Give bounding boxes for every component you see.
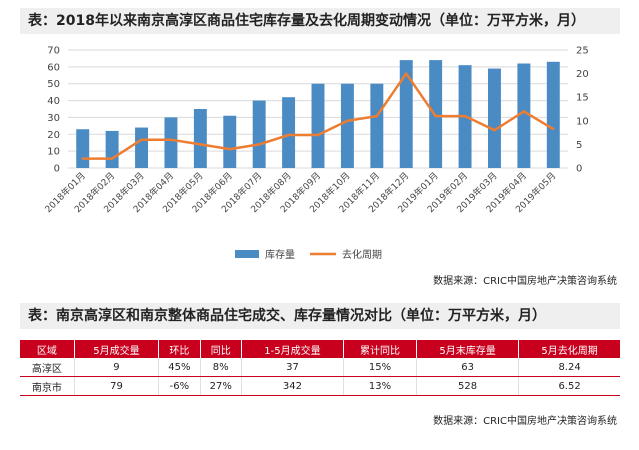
y-left-tick-label: 30 <box>47 113 60 124</box>
bar <box>193 109 207 168</box>
table-header-row: 区域 5月成交量 环比 同比 1-5月成交量 累计同比 5月末库存量 5月去化周… <box>20 340 620 358</box>
line-point <box>346 119 349 123</box>
header-cell: 环比 <box>158 340 201 358</box>
line-point <box>199 143 202 146</box>
y-left-tick-label: 70 <box>47 46 60 57</box>
table-cell: 342 <box>241 376 345 396</box>
chart: 01020304050607005101520252018年01月2018年02… <box>42 46 589 262</box>
table-cell: 8% <box>200 358 242 377</box>
legend-swatch-bar <box>235 250 259 258</box>
table-cell: 528 <box>416 376 520 396</box>
y-left-tick-label: 0 <box>54 164 60 175</box>
table-cell: 9 <box>74 358 160 377</box>
table-cell: -6% <box>158 376 201 396</box>
chart-source: 数据来源：CRIC中国房地产决策咨询系统 <box>433 276 617 287</box>
line-point <box>405 72 408 75</box>
line-point <box>316 133 320 137</box>
line-point <box>257 143 261 146</box>
header-cell: 5月末库存量 <box>416 340 520 358</box>
table-cell: 13% <box>343 376 417 396</box>
table-title: 表：南京高淳区和南京整体商品住宅成交、库存量情况对比（单位：万平方米，月） <box>20 303 620 329</box>
y-right-tick-label: 5 <box>576 140 582 151</box>
bar <box>76 129 90 168</box>
y-right-tick-label: 20 <box>576 69 589 80</box>
line-point <box>552 127 555 131</box>
bar <box>546 61 560 168</box>
line-point <box>287 133 290 137</box>
bar <box>311 83 325 168</box>
table-cell: 45% <box>158 358 201 377</box>
y-left-tick-label: 50 <box>47 79 60 90</box>
y-right-tick-label: 25 <box>576 46 589 57</box>
y-left-tick-label: 60 <box>47 62 60 73</box>
header-cell: 1-5月成交量 <box>241 340 345 358</box>
y-left-tick-label: 20 <box>47 130 60 141</box>
line-point <box>375 114 379 118</box>
line-point <box>522 110 526 113</box>
table-cell: 37 <box>241 358 345 377</box>
table-cell: 6.52 <box>518 376 620 396</box>
header-cell: 累计同比 <box>343 340 417 358</box>
bar <box>370 83 384 168</box>
header-cell: 同比 <box>200 340 242 358</box>
legend-label: 库存量 <box>265 248 295 261</box>
line-point <box>228 147 231 151</box>
header-cell: 5月去化周期 <box>518 340 620 358</box>
bar <box>399 60 413 168</box>
bar <box>252 100 266 168</box>
line-point <box>81 157 84 160</box>
bar <box>223 115 237 168</box>
legend-label: 去化周期 <box>342 248 382 261</box>
bar <box>340 83 354 168</box>
bar <box>105 130 119 168</box>
table-source: 数据来源：CRIC中国房地产决策咨询系统 <box>433 416 617 427</box>
chart-title: 表：2018年以来南京高淳区商品住宅库存量及去化周期变动情况（单位：万平方米，月… <box>20 8 620 34</box>
bar <box>517 63 531 168</box>
header-cell: 区域 <box>20 340 75 358</box>
bar <box>282 97 296 168</box>
table-cell: 15% <box>343 358 417 377</box>
y-right-tick-label: 15 <box>576 93 589 104</box>
y-left-tick-label: 40 <box>47 96 60 107</box>
comparison-table: 区域 5月成交量 环比 同比 1-5月成交量 累计同比 5月末库存量 5月去化周… <box>20 340 620 396</box>
bar <box>135 127 148 168</box>
line-point <box>140 138 143 141</box>
table-row: 高淳区 9 45% 8% 37 15% 63 8.24 <box>20 358 620 377</box>
table-cell: 8.24 <box>518 358 620 377</box>
table-cell: 27% <box>200 376 242 396</box>
table-cell: 南京市 <box>20 376 75 396</box>
line-point <box>463 114 467 118</box>
y-left-tick-label: 10 <box>47 147 60 158</box>
y-right-tick-label: 10 <box>576 116 589 127</box>
line-point <box>434 114 437 118</box>
table-cell: 高淳区 <box>20 358 75 377</box>
line-point <box>169 138 173 141</box>
table-row: 南京市 79 -6% 27% 342 13% 528 6.52 <box>20 376 620 396</box>
table-cell: 79 <box>74 376 160 396</box>
y-right-tick-label: 0 <box>576 164 582 175</box>
table-cell: 63 <box>416 358 520 377</box>
bar <box>164 117 178 168</box>
line-point <box>110 157 114 160</box>
header-cell: 5月成交量 <box>74 340 160 358</box>
bar <box>488 68 501 168</box>
line-point <box>493 129 496 132</box>
